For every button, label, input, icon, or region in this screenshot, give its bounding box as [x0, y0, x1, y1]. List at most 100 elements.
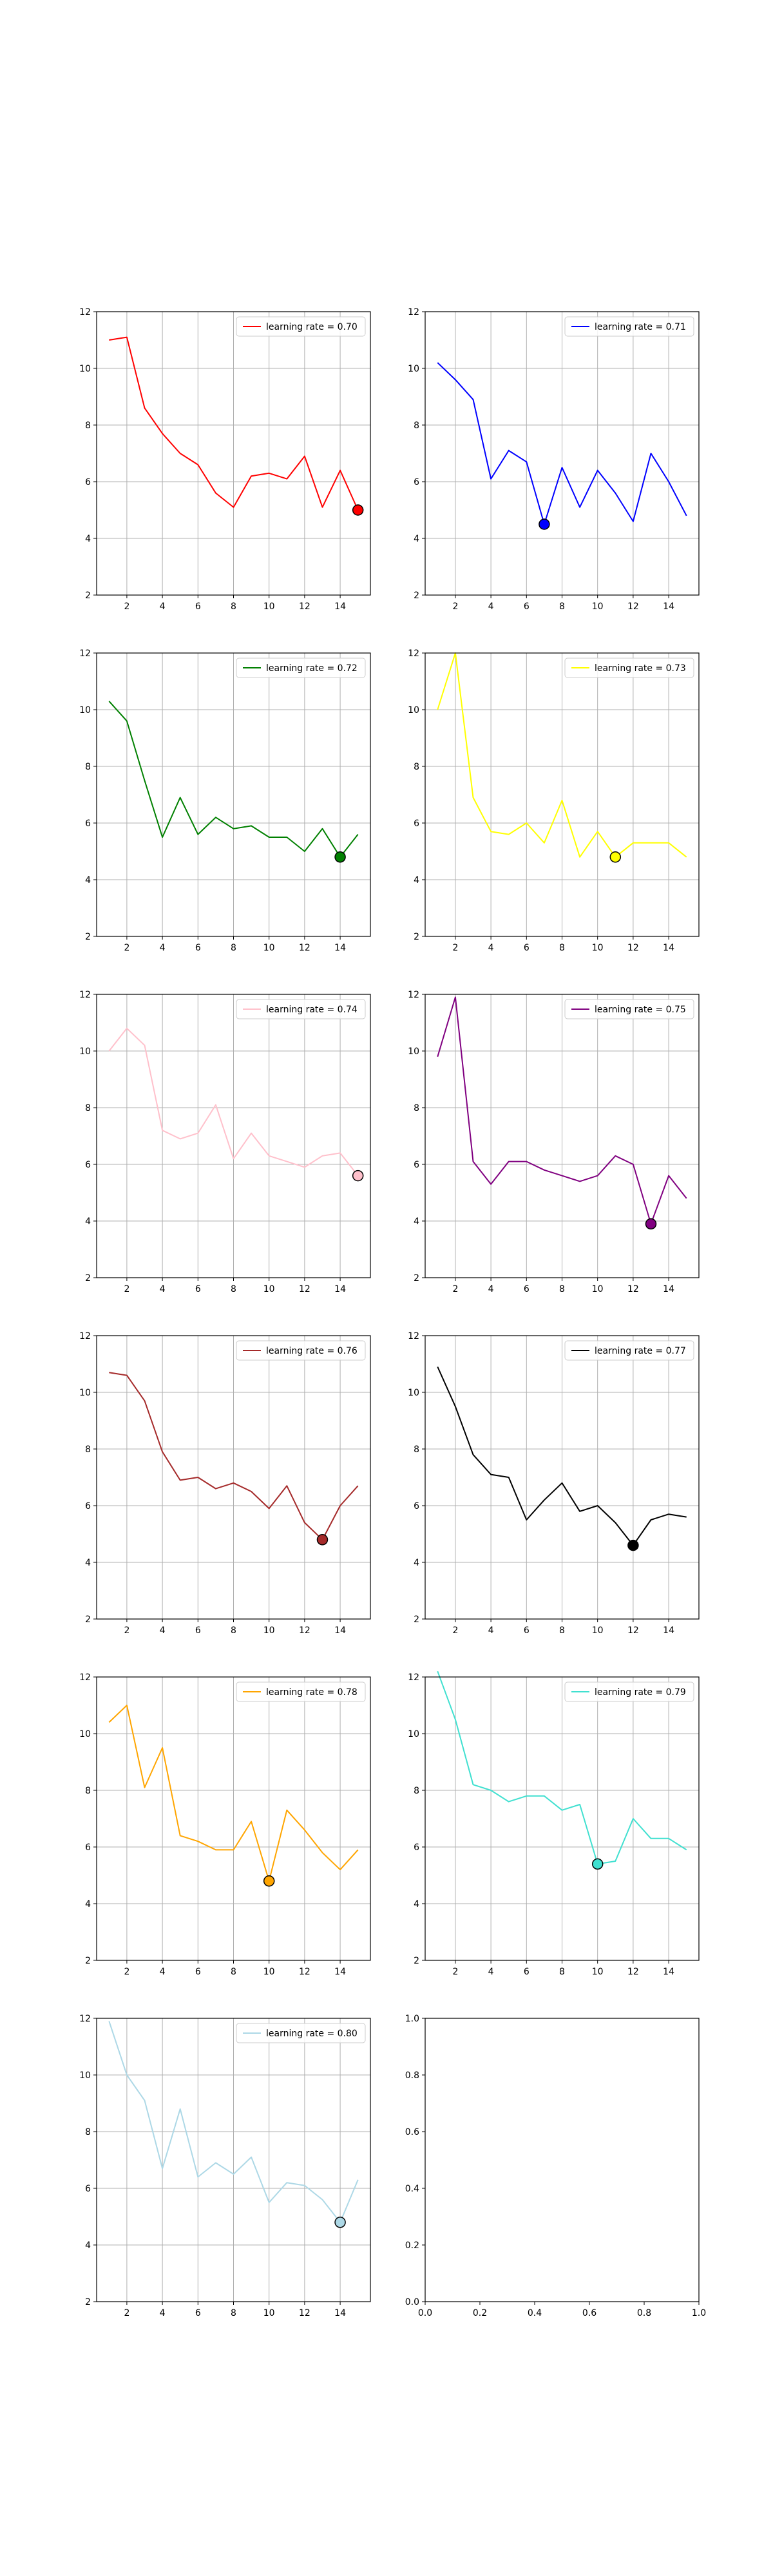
legend-label: learning rate = 0.77: [595, 1346, 686, 1356]
x-tick-label: 2: [124, 601, 129, 612]
x-tick-label: 12: [627, 1284, 639, 1294]
y-tick-label: 2: [85, 1615, 91, 1625]
x-tick-label: 14: [334, 1967, 346, 1977]
y-tick-label: 8: [85, 1786, 91, 1796]
x-tick-label: 4: [488, 1967, 494, 1977]
highlight-marker: [316, 1534, 329, 1546]
y-tick-label: 8: [414, 1444, 419, 1455]
highlight-marker: [539, 518, 550, 530]
y-tick-label: 0.8: [405, 2070, 419, 2081]
highlight-marker: [352, 1170, 364, 1182]
x-tick-label: 8: [231, 943, 236, 953]
legend-box: [236, 1681, 366, 1702]
x-tick-label: 14: [334, 601, 346, 612]
y-tick-label: 8: [85, 762, 91, 772]
y-tick-label: 10: [408, 705, 419, 715]
y-tick-label: 4: [85, 1217, 91, 1227]
x-tick-label: 12: [299, 1284, 310, 1294]
x-tick-label: 6: [195, 943, 201, 953]
y-tick-label: 8: [414, 762, 419, 772]
y-tick-label: 2: [85, 2297, 91, 2307]
x-tick-label: 0.2: [473, 2308, 487, 2318]
legend-box: [236, 1340, 366, 1361]
y-tick-label: 10: [79, 705, 91, 715]
y-tick-label: 0.0: [405, 2297, 419, 2307]
x-tick-label: 6: [195, 2308, 201, 2318]
x-tick-label: 8: [559, 1284, 565, 1294]
x-tick-label: 6: [195, 601, 201, 612]
x-tick-label: 6: [524, 1967, 530, 1977]
x-tick-label: 14: [663, 601, 674, 612]
y-tick-label: 4: [414, 875, 419, 886]
x-tick-label: 6: [524, 1284, 530, 1294]
x-tick-label: 12: [627, 943, 639, 953]
x-tick-label: 4: [488, 1284, 494, 1294]
legend-box: [564, 658, 694, 678]
x-tick-label: 8: [559, 1967, 565, 1977]
legend-label: learning rate = 0.76: [266, 1346, 358, 1356]
highlight-marker: [334, 851, 346, 863]
highlight-marker: [352, 504, 364, 516]
y-tick-label: 8: [85, 1444, 91, 1455]
highlight-marker: [645, 1218, 657, 1230]
legend-box: [564, 1340, 694, 1361]
x-tick-label: 6: [524, 601, 530, 612]
x-tick-label: 4: [160, 1625, 166, 1636]
x-tick-label: 8: [231, 1284, 236, 1294]
x-tick-label: 6: [195, 1625, 201, 1636]
x-tick-label: 10: [592, 1625, 604, 1636]
y-tick-label: 12: [408, 990, 419, 1000]
x-tick-label: 14: [663, 1625, 674, 1636]
legend-label: learning rate = 0.73: [595, 663, 686, 674]
x-tick-label: 2: [124, 2308, 129, 2318]
x-tick-label: 10: [592, 1967, 604, 1977]
x-tick-label: 2: [124, 1284, 129, 1294]
y-tick-label: 12: [408, 307, 419, 317]
x-tick-label: 10: [263, 943, 275, 953]
x-tick-label: 12: [627, 1967, 639, 1977]
y-tick-label: 10: [408, 1388, 419, 1398]
y-tick-label: 6: [85, 477, 91, 488]
y-tick-label: 4: [85, 534, 91, 544]
x-tick-label: 14: [334, 943, 346, 953]
x-tick-label: 12: [299, 1625, 310, 1636]
x-tick-label: 14: [334, 1625, 346, 1636]
y-tick-label: 6: [85, 1842, 91, 1853]
y-tick-label: 10: [79, 1729, 91, 1739]
y-tick-label: 2: [414, 932, 419, 942]
y-tick-label: 12: [408, 1331, 419, 1341]
y-tick-label: 6: [414, 477, 419, 488]
x-tick-label: 0.8: [637, 2308, 651, 2318]
legend-box: [236, 316, 366, 337]
y-tick-label: 10: [79, 364, 91, 374]
x-tick-label: 2: [452, 1625, 458, 1636]
legend-label: learning rate = 0.80: [266, 2029, 358, 2039]
y-tick-label: 6: [85, 1160, 91, 1170]
y-tick-label: 12: [79, 1331, 91, 1341]
x-tick-label: 6: [524, 943, 530, 953]
x-tick-label: 4: [160, 1967, 166, 1977]
x-tick-label: 10: [592, 601, 604, 612]
x-tick-label: 4: [488, 1625, 494, 1636]
y-tick-label: 12: [79, 990, 91, 1000]
legend-label: learning rate = 0.71: [595, 322, 686, 332]
highlight-marker: [609, 851, 622, 863]
subplot-1: 2 4 6 8 10 12 14 2 4 6 8 10 12 learning rate = 0.70: [79, 307, 371, 612]
x-tick-label: 12: [627, 1625, 639, 1636]
x-tick-label: 14: [663, 1284, 674, 1294]
legend-box: [236, 658, 366, 678]
x-tick-label: 4: [488, 601, 494, 612]
y-tick-label: 10: [408, 364, 419, 374]
y-tick-label: 12: [408, 1672, 419, 1683]
y-tick-label: 8: [414, 1786, 419, 1796]
y-tick-label: 4: [414, 534, 419, 544]
x-tick-label: 10: [263, 1967, 275, 1977]
x-tick-label: 12: [299, 2308, 310, 2318]
y-tick-label: 4: [85, 1899, 91, 1909]
y-tick-label: 12: [408, 649, 419, 659]
highlight-marker: [263, 1875, 275, 1887]
y-tick-label: 8: [85, 1103, 91, 1113]
x-tick-label: 2: [452, 943, 458, 953]
y-tick-label: 4: [414, 1217, 419, 1227]
x-tick-label: 8: [231, 1625, 236, 1636]
